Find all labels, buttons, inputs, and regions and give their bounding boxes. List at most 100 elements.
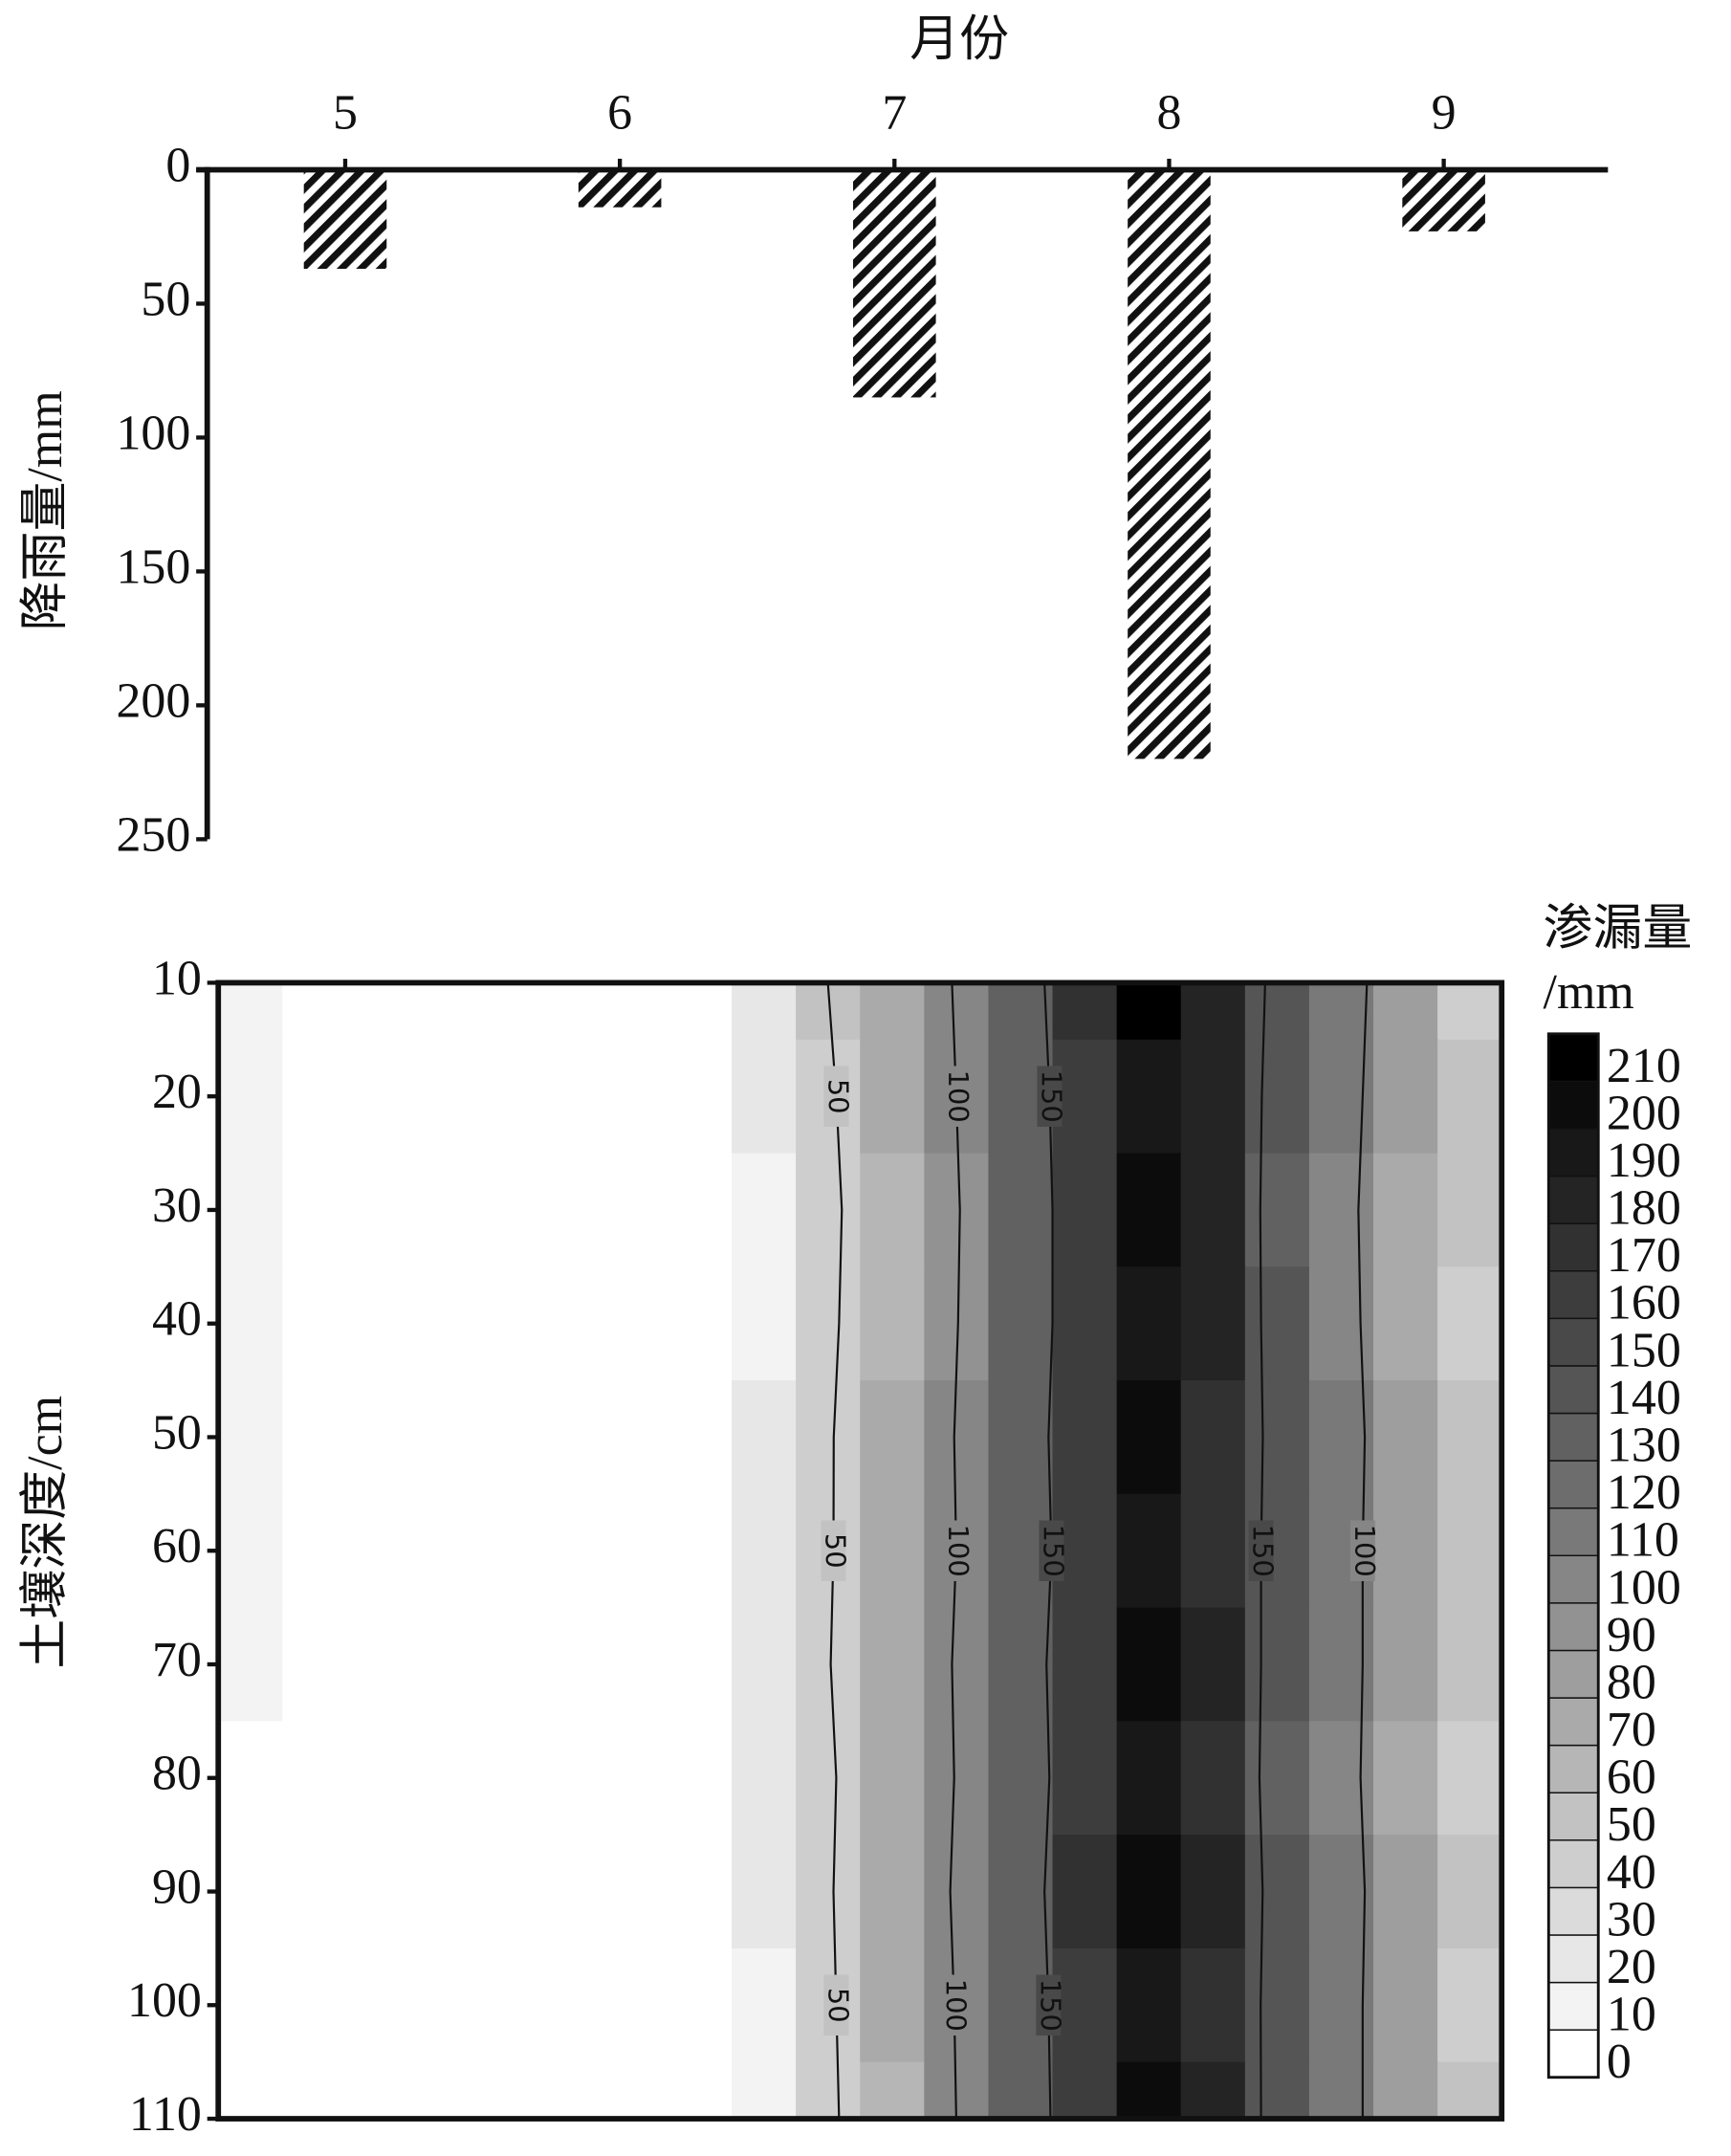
colorbar-swatch xyxy=(1547,1934,1599,1984)
contour-cell xyxy=(667,1835,733,1949)
contour-cell xyxy=(218,2061,284,2120)
contour-cell xyxy=(732,2061,797,2120)
contour-label-bg xyxy=(821,1520,846,1581)
contour-cell xyxy=(603,1493,668,1609)
contour-cell xyxy=(346,1721,412,1837)
contour-label: 50 xyxy=(822,1079,854,1114)
colorbar-swatch xyxy=(1547,1554,1599,1604)
colorbar-swatch xyxy=(1547,1175,1599,1224)
contour-cell xyxy=(1116,1380,1182,1495)
contour-cell xyxy=(346,1835,412,1949)
contour-cell xyxy=(1116,1721,1182,1837)
contour-cell xyxy=(346,1493,412,1609)
contour-cell xyxy=(474,1266,540,1381)
contour-cell xyxy=(410,982,476,1041)
contour-cell xyxy=(667,1039,733,1155)
contour-cell xyxy=(538,1607,604,1723)
x-tick-label: 5 xyxy=(333,86,358,141)
y-tick-label: 80 xyxy=(152,1747,202,1801)
bar xyxy=(578,169,662,208)
contour-cell xyxy=(346,1607,412,1723)
colorbar-swatch xyxy=(1547,1365,1599,1415)
contour-cell xyxy=(1244,1607,1310,1723)
contour-cell xyxy=(1116,2061,1182,2120)
contour-label: 100 xyxy=(1348,1525,1381,1577)
contour-cell xyxy=(667,1153,733,1268)
contour-cell xyxy=(732,1039,797,1155)
contour-cell xyxy=(1116,1039,1182,1155)
contour-cell xyxy=(410,1380,476,1495)
contour-cell xyxy=(796,1266,862,1381)
contour-cell xyxy=(860,1607,926,1723)
contour-cell xyxy=(1180,1039,1246,1155)
colorbar-tick-label: 60 xyxy=(1607,1750,1656,1805)
contour-cell xyxy=(860,982,926,1041)
y-tick-label: 100 xyxy=(127,1973,202,2028)
contour-label: 150 xyxy=(1247,1525,1280,1577)
contour-label: 100 xyxy=(942,1525,975,1577)
colorbar-tick-label: 140 xyxy=(1607,1371,1681,1425)
contour-cell xyxy=(1244,1835,1310,1949)
contour-cell xyxy=(1308,1153,1374,1268)
contour-cell xyxy=(1244,1380,1310,1495)
contour-label-bg xyxy=(823,1066,849,1127)
contour-cell xyxy=(346,1153,412,1268)
bar xyxy=(853,169,936,398)
contour-cell xyxy=(218,1039,284,1155)
contour-cell xyxy=(667,982,733,1041)
contour-label-bg xyxy=(1349,1520,1375,1581)
colorbar-swatch xyxy=(1547,1744,1599,1793)
contour-cell xyxy=(346,1039,412,1155)
contour-cell xyxy=(538,1153,604,1268)
contour-cell xyxy=(924,1607,990,1723)
contour-cell xyxy=(860,1835,926,1949)
contour-cell xyxy=(603,1039,668,1155)
contour-cell xyxy=(924,1835,990,1949)
contour-cell xyxy=(1180,1380,1246,1495)
contour-cell xyxy=(1116,1607,1182,1723)
contour-cell xyxy=(1437,1380,1502,1495)
contour-cell xyxy=(1052,2061,1118,2120)
contour-cell xyxy=(1373,1493,1438,1609)
contour-cell xyxy=(988,1721,1054,1837)
contour-cell xyxy=(603,982,668,1041)
contour-cell xyxy=(218,1266,284,1381)
contour-cell xyxy=(538,1947,604,2063)
contour-cell xyxy=(796,2061,862,2120)
contour-cell xyxy=(474,2061,540,2120)
contour-cell xyxy=(988,2061,1054,2120)
contour-cell xyxy=(1052,1039,1118,1155)
colorbar-swatch xyxy=(1547,1080,1599,1130)
contour-cell xyxy=(1373,1607,1438,1723)
contour-cell xyxy=(218,1493,284,1609)
colorbar-tick-label: 110 xyxy=(1607,1513,1679,1568)
contour-cell xyxy=(1116,1493,1182,1609)
contour-label-bg xyxy=(943,1066,969,1127)
colorbar-tick-label: 210 xyxy=(1607,1039,1681,1093)
y-tick-label: 50 xyxy=(152,1405,202,1460)
x-tick-label: 8 xyxy=(1156,86,1181,141)
contour-cell xyxy=(988,982,1054,1041)
contour-cell xyxy=(410,1835,476,1949)
contour-cell xyxy=(1373,1266,1438,1381)
contour-cell xyxy=(474,1153,540,1268)
contour-cell xyxy=(282,1039,348,1155)
contour-cell xyxy=(410,1266,476,1381)
y-tick-label: 60 xyxy=(152,1519,202,1573)
contour-cell xyxy=(282,982,348,1041)
contour-cell xyxy=(410,1607,476,1723)
contour-cell xyxy=(796,1380,862,1495)
contour-cell xyxy=(796,1721,862,1837)
contour-cell xyxy=(1437,2061,1502,2120)
contour-cell xyxy=(1373,982,1438,1041)
contour-cell xyxy=(988,1380,1054,1495)
contour-cell xyxy=(1180,1607,1246,1723)
colorbar-tick-label: 20 xyxy=(1607,1940,1656,1994)
contour-cell xyxy=(1052,1266,1118,1381)
colorbar-title: 渗漏量 xyxy=(1544,901,1693,956)
contour-cell xyxy=(410,1493,476,1609)
contour-cell xyxy=(1373,1721,1438,1837)
contour-cell xyxy=(1308,982,1374,1041)
contour-cell xyxy=(1308,1721,1374,1837)
contour-cell xyxy=(1373,1947,1438,2063)
